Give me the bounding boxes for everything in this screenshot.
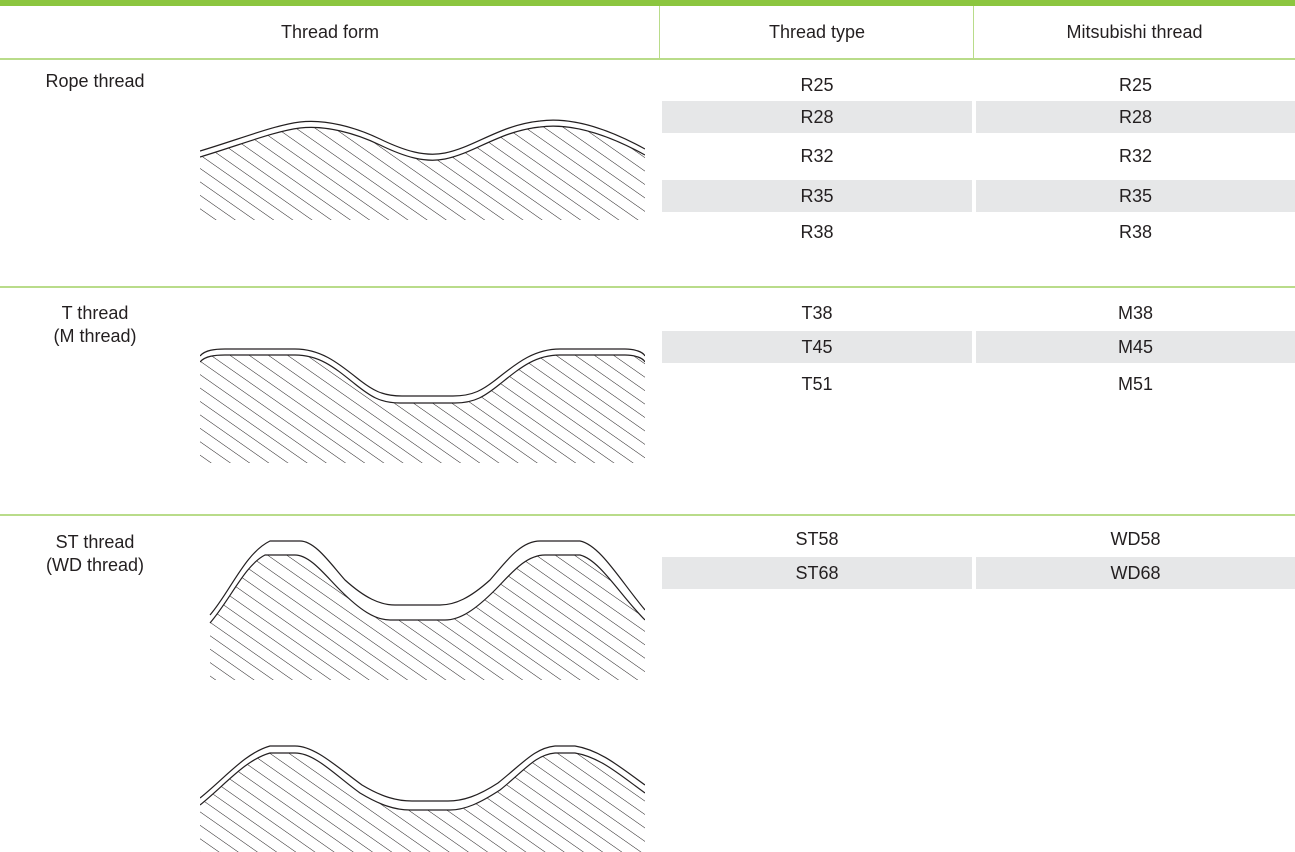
table-cell-mitsubishi: M38 [1117,303,1153,323]
table-cell-thread-type: T51 [801,374,833,394]
table-cell-mitsubishi: M51 [1117,374,1153,394]
table-cell-thread-type: R28 [662,101,972,133]
header-thread-type: Thread type [768,22,866,42]
section-label-t-thread: T thread (M thread) [10,302,180,348]
header-thread-form: Thread form [280,22,380,42]
section-label-line: ST thread [55,532,135,552]
section-divider [0,514,1295,516]
t-thread-diagram [200,348,645,463]
section-label-st-thread: ST thread (WD thread) [10,531,180,577]
st-thread-diagram-2 [200,745,645,852]
table-cell-mitsubishi: R25 [1118,75,1153,95]
table-cell-thread-type: ST58 [795,529,839,549]
table-cell-mitsubishi: R32 [1118,146,1153,166]
section-divider [0,286,1295,288]
header-mitsubishi-thread: Mitsubishi thread [1066,22,1203,42]
table-cell-thread-type: ST68 [662,557,972,589]
table-cell-thread-type: R25 [800,75,834,95]
table-cell-mitsubishi: R38 [1118,222,1153,242]
section-label-line: Rope thread [45,71,145,91]
table-header: Thread form Thread type Mitsubishi threa… [0,6,1295,58]
table-cell-mitsubishi: M45 [976,331,1295,363]
table-cell-thread-type: R35 [662,180,972,212]
table-cell-thread-type: T38 [801,303,833,323]
section-label-line: T thread [61,303,129,323]
header-rule [0,58,1295,60]
header-divider [973,6,974,58]
table-cell-thread-type: T45 [662,331,972,363]
table-cell-thread-type: R32 [800,146,834,166]
header-divider [659,6,660,58]
table-cell-mitsubishi: R35 [976,180,1295,212]
accent-bar [0,0,1295,6]
section-label-line: (M thread) [53,326,137,346]
table-cell-mitsubishi: WD58 [1110,529,1161,549]
section-label-rope-thread: Rope thread [10,70,180,93]
table-cell-thread-type: R38 [800,222,834,242]
st-thread-diagram-1 [209,540,645,680]
table-cell-mitsubishi: WD68 [976,557,1295,589]
rope-thread-diagram [200,119,645,220]
section-label-line: (WD thread) [45,555,144,575]
table-cell-mitsubishi: R28 [976,101,1295,133]
